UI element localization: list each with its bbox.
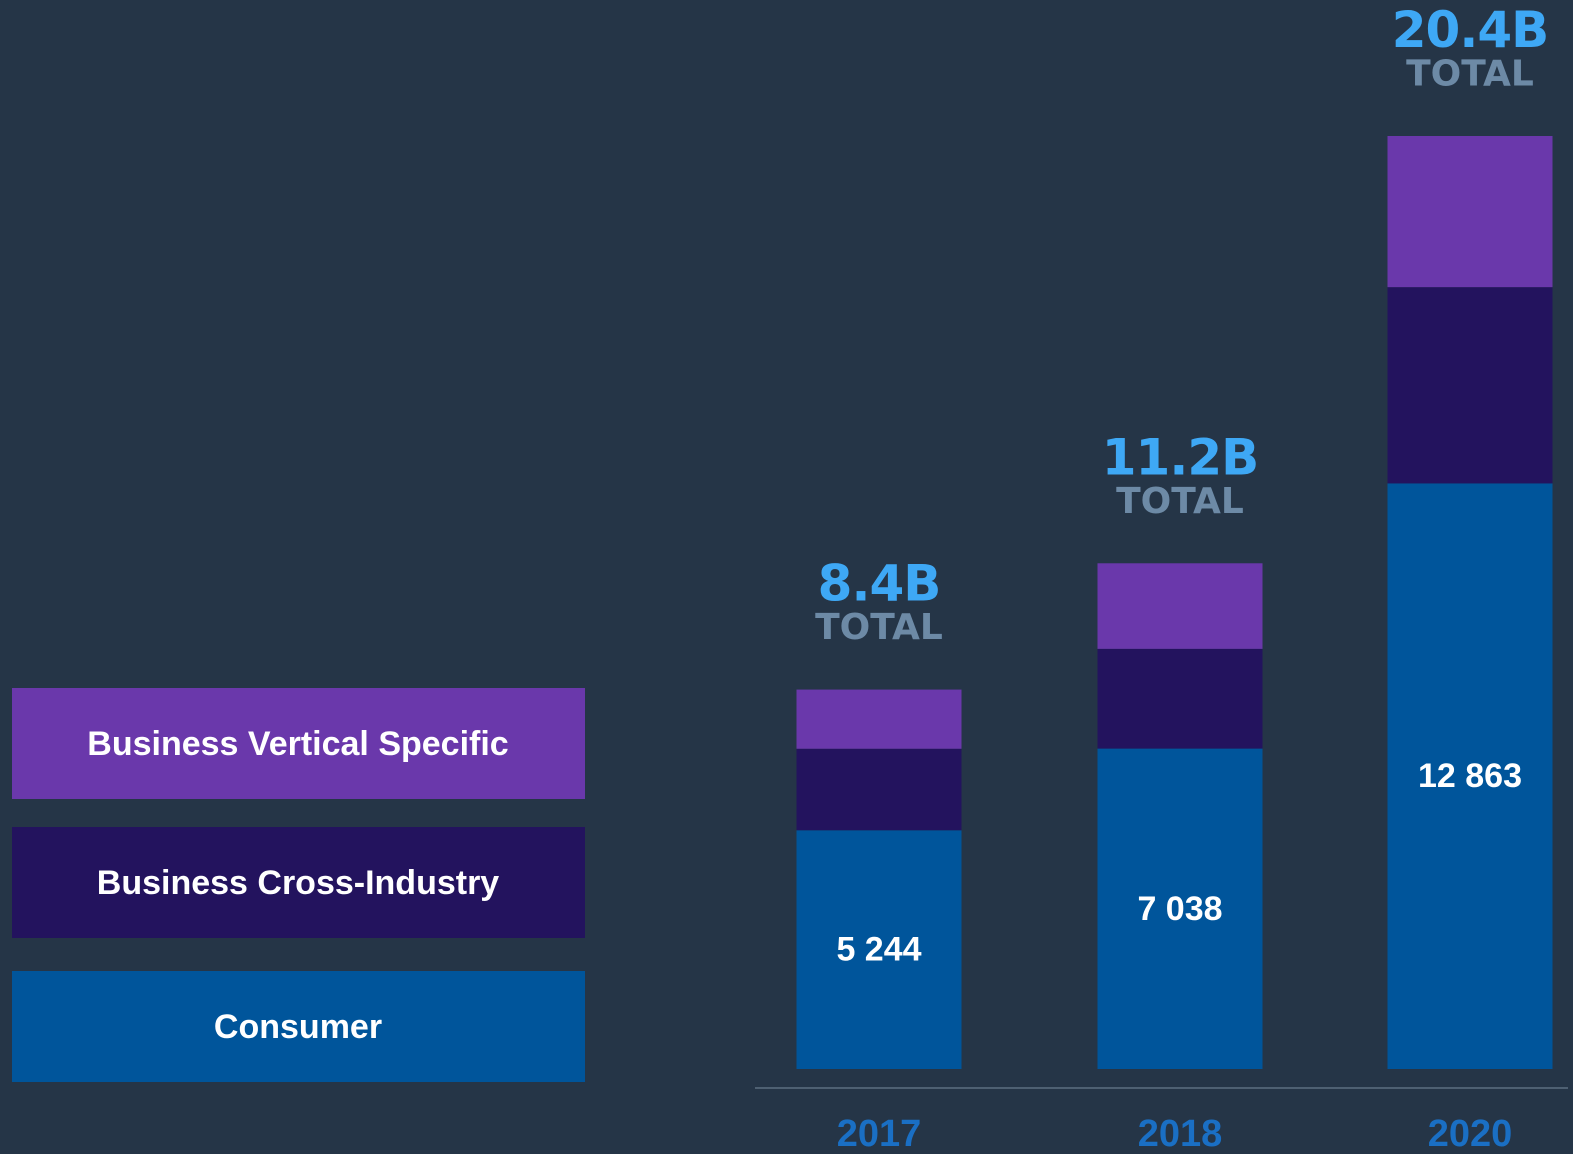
legend-label: Business Cross-Industry (97, 864, 500, 902)
legend-swatch (12, 971, 585, 1082)
legend-swatch (12, 827, 585, 938)
value-label: 5 244 (836, 931, 921, 969)
x-tick-label: 2017 (837, 1113, 922, 1154)
x-tick-label: 2018 (1138, 1113, 1223, 1154)
total-label: 8.4B (818, 555, 941, 613)
total-label: 20.4B (1392, 1, 1548, 59)
bar-segment (1387, 483, 1553, 1069)
value-label: 12 863 (1418, 757, 1522, 795)
value-label: 7 038 (1137, 890, 1222, 928)
bar-segment (796, 748, 962, 831)
legend-swatch (12, 688, 585, 799)
total-label: 11.2B (1102, 428, 1258, 486)
total-word: TOTAL (1116, 481, 1244, 522)
x-tick-label: 2020 (1428, 1113, 1513, 1154)
total-word: TOTAL (815, 607, 943, 648)
bar-segment (1387, 136, 1553, 288)
bar-segment (796, 830, 962, 1069)
legend-label: Consumer (214, 1008, 382, 1046)
total-word: TOTAL (1406, 54, 1534, 95)
bar-segment (796, 689, 962, 749)
bar-segment (1097, 748, 1263, 1069)
bar-segment (1097, 648, 1263, 749)
legend-label: Business Vertical Specific (87, 725, 508, 763)
bar-segment (1387, 287, 1553, 484)
bar-segment (1097, 563, 1263, 649)
